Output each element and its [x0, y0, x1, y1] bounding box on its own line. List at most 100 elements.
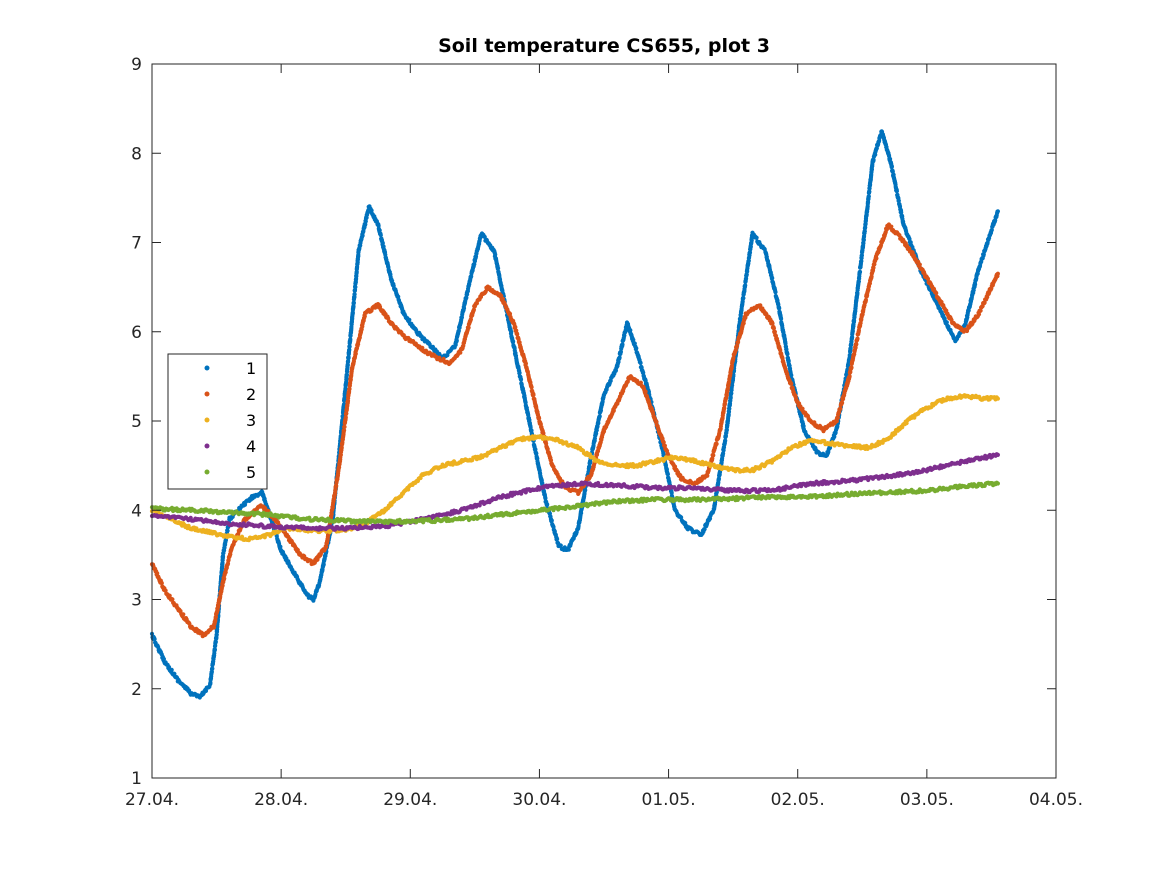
data-point-series-2: [654, 419, 659, 424]
data-point-series-1: [510, 339, 516, 344]
chart-title: Soil temperature CS655, plot 3: [438, 35, 770, 57]
data-point-series-2: [211, 625, 217, 630]
data-point-series-1: [857, 269, 863, 274]
data-point-series-1: [770, 276, 775, 281]
data-point-series-1: [351, 300, 356, 305]
data-point-series-2: [714, 441, 719, 446]
data-point-series-1: [407, 317, 412, 322]
data-point-series-2: [344, 411, 349, 416]
data-point-series-2: [342, 424, 347, 429]
data-point-series-1: [549, 518, 554, 523]
data-point-series-1: [321, 562, 326, 567]
data-point-series-2: [789, 381, 794, 386]
data-point-series-1: [944, 320, 949, 325]
data-point-series-2: [334, 483, 339, 489]
data-point-series-1: [213, 639, 218, 645]
data-point-series-1: [995, 209, 1001, 214]
data-point-series-1: [558, 543, 563, 548]
data-point-series-1: [341, 402, 347, 407]
data-point-series-1: [786, 358, 791, 364]
data-point-series-2: [863, 297, 869, 303]
data-point-series-1: [203, 688, 209, 694]
data-point-series-1: [628, 328, 633, 333]
data-point-series-1: [723, 438, 728, 443]
data-point-series-1: [509, 329, 514, 335]
data-point-series-1: [169, 667, 174, 673]
data-point-series-1: [587, 464, 592, 469]
data-point-series-2: [531, 392, 536, 398]
data-point-series-1: [754, 235, 759, 240]
data-point-series-1: [665, 472, 671, 477]
data-point-series-2: [523, 361, 529, 366]
data-point-series-1: [973, 282, 978, 287]
data-point-series-1: [212, 647, 217, 652]
data-point-series-1: [344, 372, 349, 377]
data-point-series-2: [917, 262, 922, 267]
data-point-series-1: [347, 344, 352, 349]
data-point-series-1: [827, 445, 833, 450]
data-point-series-1: [726, 409, 732, 414]
data-point-series-1: [360, 233, 365, 238]
data-point-series-1: [617, 355, 622, 360]
data-point-series-1: [278, 544, 283, 549]
data-point-series-2: [537, 416, 542, 421]
data-point-series-1: [527, 417, 532, 423]
data-point-series-1: [789, 373, 794, 378]
data-point-series-2: [661, 440, 666, 445]
data-point-series-2: [849, 365, 854, 370]
data-point-series-1: [850, 329, 855, 334]
data-point-series-2: [458, 350, 463, 355]
data-point-series-1: [896, 198, 901, 203]
data-point-series-2: [466, 325, 471, 330]
data-point-series-1: [847, 352, 853, 358]
data-point-series-1: [832, 434, 837, 439]
plot-area: [152, 64, 1056, 778]
data-point-series-1: [785, 352, 790, 357]
data-point-series-1: [378, 233, 383, 238]
data-point-series-2: [855, 336, 860, 341]
data-point-series-1: [352, 292, 357, 297]
data-point-series-1: [369, 208, 374, 213]
data-point-series-1: [461, 306, 467, 311]
data-point-series-2: [343, 415, 348, 420]
data-point-series-1: [869, 167, 875, 172]
data-point-series-1: [555, 537, 560, 542]
data-point-series-1: [152, 637, 157, 642]
data-point-series-1: [634, 346, 639, 351]
data-point-series-1: [347, 347, 352, 352]
data-point-series-1: [779, 316, 784, 321]
series-2: [149, 222, 1001, 639]
data-point-series-2: [159, 581, 164, 586]
data-point-series-2: [874, 256, 879, 261]
data-point-series-2: [545, 446, 550, 452]
data-point-series-1: [801, 424, 806, 429]
data-point-series-2: [222, 576, 227, 581]
data-point-series-2: [513, 325, 518, 330]
data-point-series-1: [989, 227, 994, 233]
data-point-series-1: [866, 194, 871, 199]
data-point-series-2: [155, 571, 160, 576]
data-point-series-1: [545, 502, 550, 507]
data-point-series-2: [347, 386, 352, 391]
data-point-series-2: [471, 307, 476, 312]
data-point-series-1: [210, 666, 215, 671]
data-point-series-1: [566, 547, 571, 552]
data-point-series-1: [616, 359, 621, 365]
data-point-series-2: [181, 612, 186, 617]
data-point-series-1: [588, 460, 593, 465]
data-point-series-2: [170, 597, 175, 602]
data-point-series-1: [597, 414, 602, 419]
data-point-series-1: [518, 377, 524, 382]
data-point-series-1: [380, 241, 385, 246]
data-point-series-1: [594, 431, 599, 436]
data-point-series-1: [867, 189, 872, 194]
data-point-series-1: [638, 360, 643, 366]
data-point-series-2: [515, 332, 520, 337]
data-point-series-2: [638, 380, 644, 385]
data-point-series-1: [345, 363, 350, 368]
data-point-series-1: [702, 527, 707, 532]
data-point-series-1: [353, 285, 358, 290]
data-point-series-1: [729, 391, 734, 396]
data-point-series-1: [744, 272, 749, 277]
